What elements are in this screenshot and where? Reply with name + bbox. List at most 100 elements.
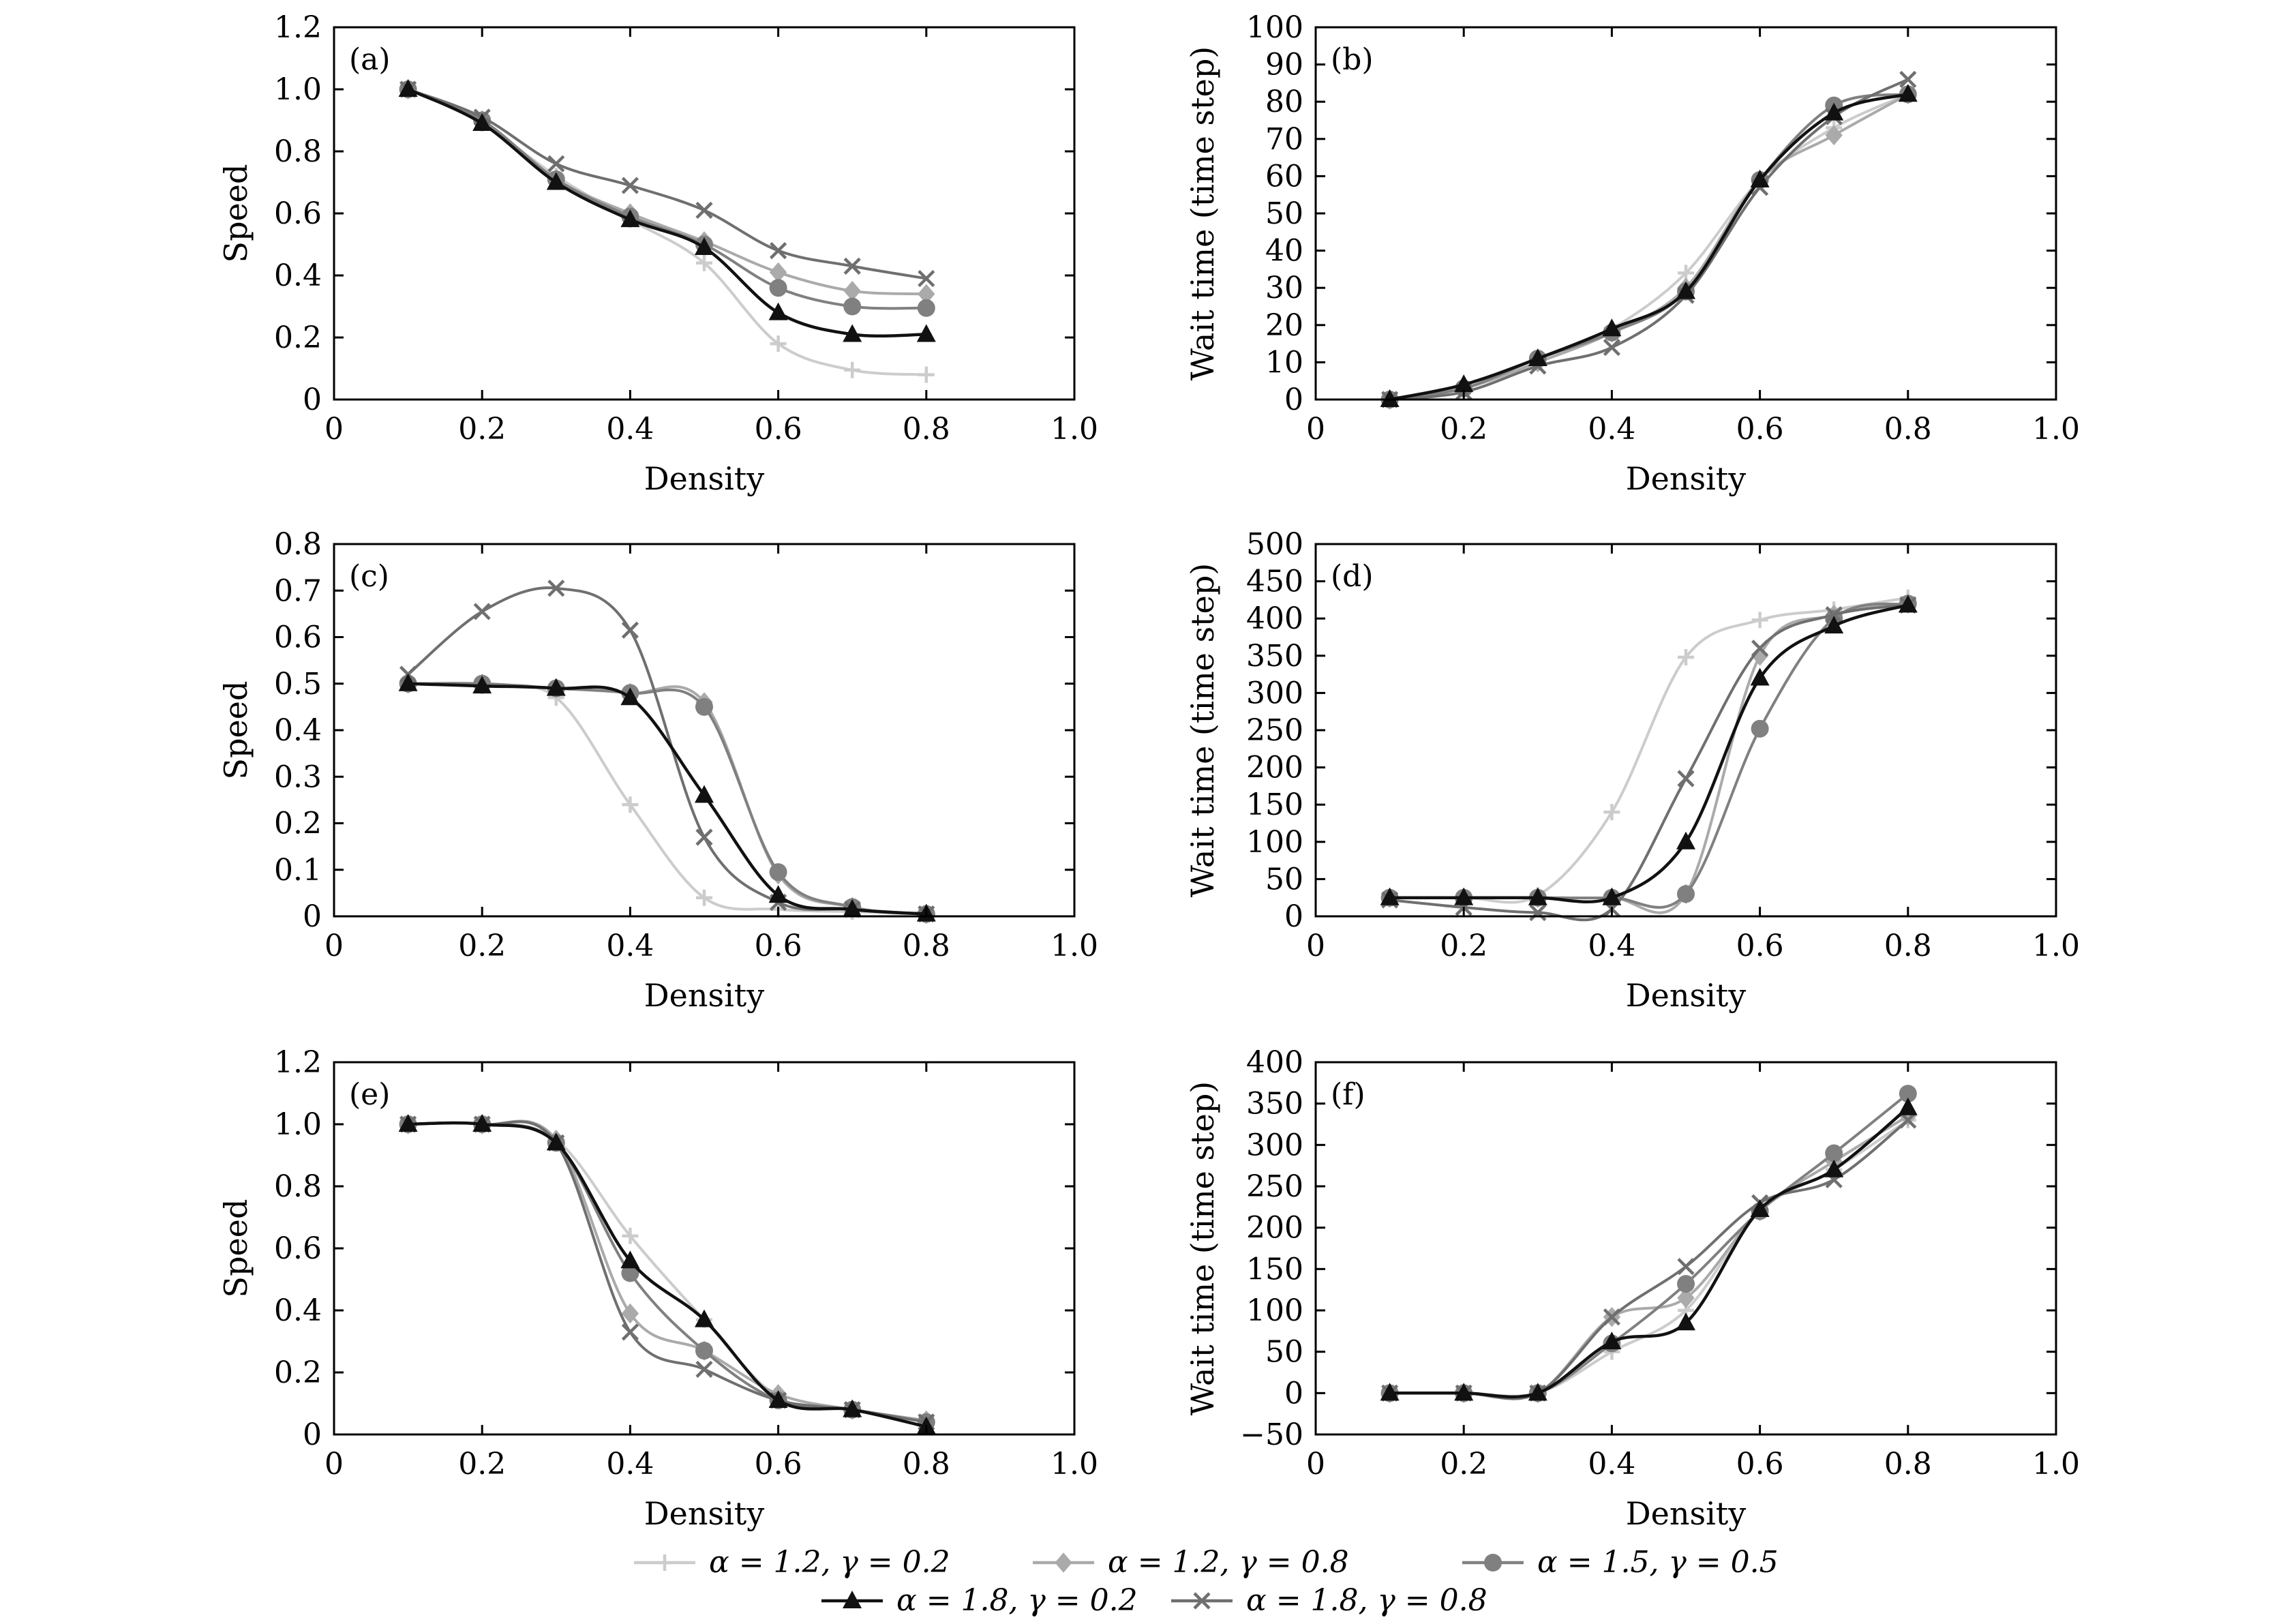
series-a18g08	[399, 80, 935, 288]
data-point-a18g02	[1528, 887, 1547, 905]
data-point-a15g05	[621, 1264, 639, 1282]
series-group	[1380, 589, 1918, 922]
y-tick-label: 0	[1284, 899, 1303, 934]
series-group	[398, 1114, 936, 1434]
data-point-a18g02	[1528, 348, 1547, 366]
y-tick-label: 30	[1265, 271, 1303, 305]
x-tick-label: 0.6	[1736, 412, 1784, 447]
legend-label: α = 1.2, γ = 0.8	[1108, 1545, 1349, 1580]
data-point-a18g02	[620, 209, 640, 228]
data-point-a15g05	[917, 299, 935, 317]
data-point-a18g02	[1750, 169, 1770, 187]
legend-item-a12g02: α = 1.2, γ = 0.2	[634, 1545, 950, 1580]
series-a18g08	[399, 1115, 935, 1431]
data-point-a12g02	[844, 361, 861, 378]
data-point-a18g08	[621, 1323, 639, 1341]
data-point-a18g02	[472, 676, 492, 694]
series-a18g02	[1380, 84, 1918, 407]
x-tick-label: 0.8	[903, 929, 950, 963]
series-line-a15g05	[408, 682, 926, 916]
y-tick-label: 1.0	[274, 1107, 322, 1142]
series-group	[398, 580, 936, 924]
plot-frame	[1314, 1061, 2057, 1436]
y-axis-label: Speed	[217, 681, 254, 780]
series-a18g02	[398, 1114, 936, 1434]
data-point-a18g08	[473, 603, 491, 620]
y-tick-label: −50	[1240, 1417, 1303, 1452]
y-tick-label: 0.1	[274, 853, 322, 888]
x-axis-label: Density	[644, 977, 765, 1014]
data-point-a12g02	[1678, 648, 1694, 665]
x-axis-label: Density	[1626, 977, 1747, 1014]
series-line-a18g02	[408, 1121, 927, 1428]
x-tick-label: 0.4	[606, 412, 654, 447]
series-line-a12g08	[1389, 602, 1909, 914]
data-point-a18g08	[621, 177, 639, 194]
y-tick-label: 1.0	[274, 72, 322, 107]
y-tick-label: 250	[1246, 713, 1303, 748]
data-point-a18g02	[1898, 595, 1918, 613]
x-tick-label: 0.6	[755, 929, 802, 963]
data-point-a18g02	[1454, 887, 1474, 905]
data-point-a12g08	[621, 1303, 639, 1324]
data-point-a18g02	[472, 113, 492, 132]
panel-e: 0 0.2 0.4 0.6 0.8 1.0 0 0.2 0.4 0.6 0.8 1.0 1.2 Densi…	[217, 1045, 1098, 1532]
data-point-a18g02	[546, 1132, 566, 1151]
x-tick-label: 0.8	[1884, 1447, 1932, 1482]
data-point-a12g02	[1603, 804, 1620, 821]
data-point-a12g02	[918, 366, 935, 383]
legend-marker-a12g08	[1055, 1552, 1072, 1573]
x-tick-label: 0.2	[1440, 412, 1487, 447]
series-group	[398, 79, 936, 383]
series-a12g08	[399, 673, 935, 924]
plot-frame	[1314, 26, 2057, 401]
y-axis-label: Wait time (time step)	[1184, 1081, 1221, 1416]
data-point-a18g02	[1676, 1312, 1695, 1331]
x-axis-label: Density	[1626, 1495, 1747, 1532]
y-tick-label: 0	[303, 382, 322, 417]
data-point-a18g02	[546, 678, 566, 696]
y-tick-label: 0.2	[274, 320, 322, 355]
data-point-a18g02	[1454, 1383, 1474, 1401]
y-tick-label: 400	[1246, 601, 1303, 636]
y-tick-label: 0	[303, 899, 322, 934]
y-tick-label: 0.4	[274, 258, 322, 293]
x-tick-label: 0.8	[903, 412, 950, 447]
series-line-a18g02	[1389, 93, 1909, 402]
y-tick-label: 400	[1246, 1045, 1303, 1080]
series-a18g02	[398, 79, 936, 342]
y-tick-label: 60	[1265, 159, 1303, 194]
data-point-a18g02	[1824, 102, 1844, 121]
x-tick-label: 1.0	[2032, 929, 2080, 963]
y-tick-label: 1.2	[274, 10, 322, 45]
data-point-a18g02	[398, 673, 418, 691]
y-tick-label: 50	[1265, 1335, 1303, 1370]
data-point-a18g08	[695, 1360, 713, 1379]
legend-label: α = 1.5, γ = 0.5	[1537, 1545, 1779, 1580]
data-point-a15g05	[769, 279, 787, 297]
series-line-a18g02	[407, 87, 926, 338]
chart-panels: 0 0.2 0.4 0.6 0.8 1.0 0 0.2 0.4 0.6 0.8 1.0 1.2 Densi…	[217, 10, 2080, 1532]
y-tick-label: 150	[1246, 787, 1303, 822]
data-point-a18g02	[1602, 1332, 1622, 1350]
legend-item-a18g02: α = 1.8, γ = 0.2	[821, 1583, 1138, 1618]
legend-marker-a18g02	[843, 1591, 862, 1608]
y-tick-label: 40	[1265, 234, 1303, 269]
x-tick-label: 0	[324, 929, 344, 963]
x-axis-label: Density	[644, 1495, 765, 1532]
x-tick-label: 0.2	[458, 412, 506, 447]
x-tick-label: 0	[324, 1447, 344, 1482]
data-point-a18g02	[1454, 374, 1474, 393]
data-point-a18g08	[1603, 338, 1620, 357]
legend-marker-a18g08	[1193, 1592, 1211, 1610]
data-point-a18g02	[1380, 887, 1400, 905]
data-point-a18g02	[1824, 616, 1844, 634]
data-point-a18g02	[843, 324, 862, 342]
x-tick-label: 0.6	[1736, 1447, 1784, 1482]
x-tick-label: 0.2	[1440, 929, 1487, 963]
y-axis-label: Speed	[217, 1199, 254, 1298]
y-tick-label: 0.8	[274, 1169, 322, 1204]
x-tick-label: 0.2	[458, 1447, 506, 1482]
data-point-a18g02	[1676, 281, 1695, 299]
y-tick-label: 350	[1246, 639, 1303, 674]
